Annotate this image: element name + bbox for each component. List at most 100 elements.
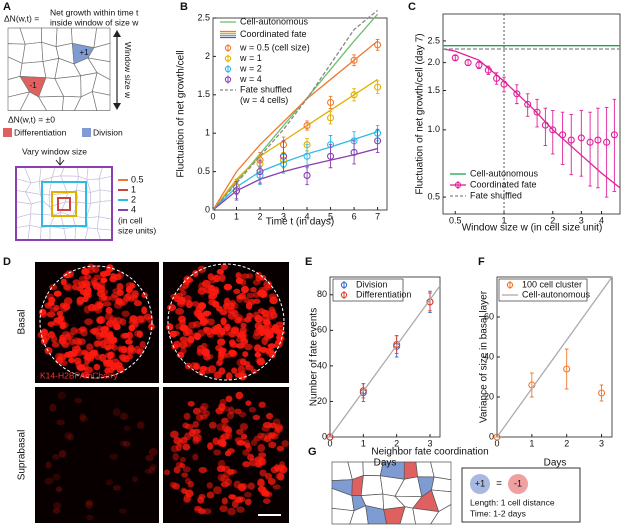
nucleus [259,290,268,299]
nucleus [235,391,244,400]
roi-circle [39,265,153,379]
nucleus [113,316,123,325]
nucleus [241,433,248,440]
y-tick-label: 20 [484,391,494,401]
data-point [567,136,575,144]
cell [98,175,113,192]
nucleus [213,486,222,495]
y-tick-label: 20 [317,396,327,406]
nucleus [177,439,184,447]
nucleus [127,344,135,353]
nucleus [242,351,249,358]
nucleus [233,288,241,295]
error-bar [375,39,380,51]
data-point [303,171,311,179]
nucleus [47,331,56,339]
nucleus [272,484,281,490]
nucleus [276,329,286,336]
nucleus [231,367,238,374]
nucleus [119,440,127,447]
cell [76,189,92,204]
error-bar [530,372,534,398]
nucleus [135,315,145,324]
nucleus [197,329,206,337]
nucleus [175,308,185,315]
nucleus [265,412,274,420]
nucleus [81,349,89,356]
nucleus [261,309,270,317]
data-point [303,152,311,160]
panel-label: E [305,256,312,268]
nucleus [208,299,218,306]
nucleus [262,498,271,504]
nucleus [240,273,250,279]
nucleus [79,413,86,421]
section-title: Vary window size [22,146,87,156]
nucleus [105,330,114,338]
nucleus [128,319,138,325]
nucleus [236,295,244,303]
nucleus [268,441,277,449]
error-bar [612,98,617,192]
legend-swatch [82,128,91,137]
y-tick-label: 60 [484,311,494,321]
error-bar [352,88,356,102]
error-bar [564,348,569,390]
nucleus [277,472,285,481]
nucleus [216,305,223,312]
data-point [594,136,602,144]
nucleus [96,316,106,324]
nucleus [252,311,260,320]
nucleus [179,336,188,343]
legend-label: w = 2 [239,63,262,73]
legend-sample [224,76,232,83]
equation-result: ΔN(w,t) = ±0 [8,114,55,124]
nucleus [45,293,54,300]
nucleus [182,443,191,451]
nucleus [126,353,134,360]
nucleus [104,352,114,359]
nucleus [235,331,243,338]
nucleus [281,440,289,448]
nucleus [105,479,113,486]
nucleus [276,445,285,452]
nucleus [179,457,186,463]
nucleus [237,483,247,492]
data-line [212,9,379,211]
cell [63,225,77,241]
nucleus [173,466,181,474]
nucleus [247,482,255,490]
size-label: 4 [131,204,136,214]
data-point [603,138,611,146]
window-square [15,166,113,241]
data-point [350,91,358,99]
roi-circle [167,263,285,381]
data-point [493,74,501,82]
nucleus [192,407,201,415]
legend-sample [340,291,348,299]
legend-label: Fate shuffled [240,84,292,94]
nucleus [223,471,231,478]
nucleus [247,453,255,461]
nucleus [183,412,191,421]
nucleus [79,326,87,333]
error-bar [428,292,432,312]
nucleus [224,323,231,332]
nucleus [202,508,212,515]
nucleus [213,449,222,456]
nucleus [109,453,119,461]
data-point [256,168,264,176]
nucleus [118,508,127,514]
error-bar [515,84,519,105]
cell [91,91,111,111]
nucleus [276,335,285,342]
nucleus [149,463,157,470]
data-point [475,61,483,69]
nucleus [228,469,238,475]
panel-label: C [408,1,416,13]
data-point [549,126,557,134]
nucleus [216,268,224,275]
nucleus [44,346,53,355]
nucleus [236,506,245,513]
nucleus [206,331,214,338]
